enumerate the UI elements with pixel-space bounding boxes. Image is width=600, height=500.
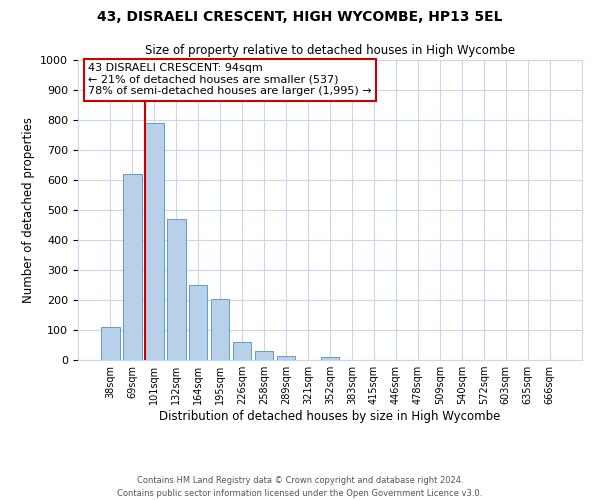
X-axis label: Distribution of detached houses by size in High Wycombe: Distribution of detached houses by size … [160, 410, 500, 423]
Bar [123, 174, 142, 360]
Bar [211, 298, 229, 360]
Bar [145, 123, 164, 360]
Title: Size of property relative to detached houses in High Wycombe: Size of property relative to detached ho… [145, 44, 515, 58]
Text: Contains HM Land Registry data © Crown copyright and database right 2024.
Contai: Contains HM Land Registry data © Crown c… [118, 476, 482, 498]
Bar [101, 327, 119, 360]
Y-axis label: Number of detached properties: Number of detached properties [22, 117, 35, 303]
Bar [189, 285, 208, 360]
Bar [320, 357, 340, 360]
Text: 43, DISRAELI CRESCENT, HIGH WYCOMBE, HP13 5EL: 43, DISRAELI CRESCENT, HIGH WYCOMBE, HP1… [97, 10, 503, 24]
Bar [233, 342, 251, 360]
Bar [277, 356, 295, 360]
Bar [167, 219, 185, 360]
Bar [255, 351, 274, 360]
Text: 43 DISRAELI CRESCENT: 94sqm
← 21% of detached houses are smaller (537)
78% of se: 43 DISRAELI CRESCENT: 94sqm ← 21% of det… [88, 63, 372, 96]
